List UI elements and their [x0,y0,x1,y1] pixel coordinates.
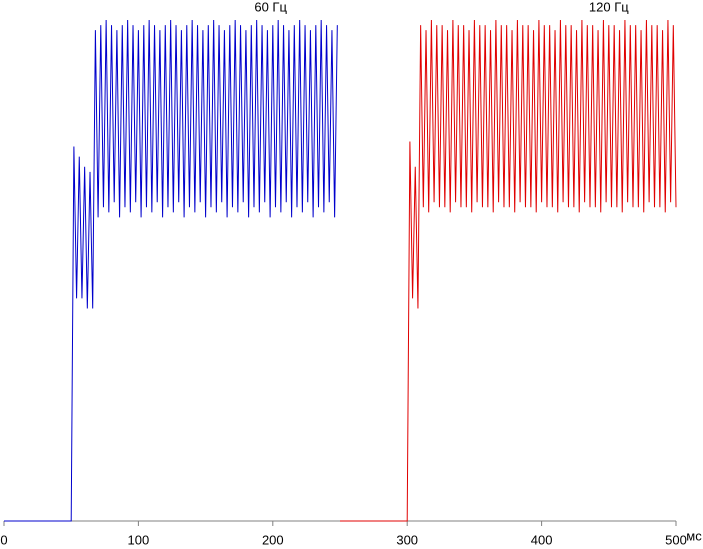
x-tick-label: 0 [0,532,7,547]
series-line [340,20,677,522]
x-tick-label: 100 [128,532,150,547]
x-axis-label: мс [686,528,702,543]
legend-label: 120 Гц [589,0,629,14]
x-tick-label: 300 [396,532,418,547]
series-line [4,20,338,522]
legend-label: 60 Гц [254,0,287,14]
x-tick-label: 500 [665,532,687,547]
x-tick-label: 400 [531,532,553,547]
x-tick-label: 200 [262,532,284,547]
